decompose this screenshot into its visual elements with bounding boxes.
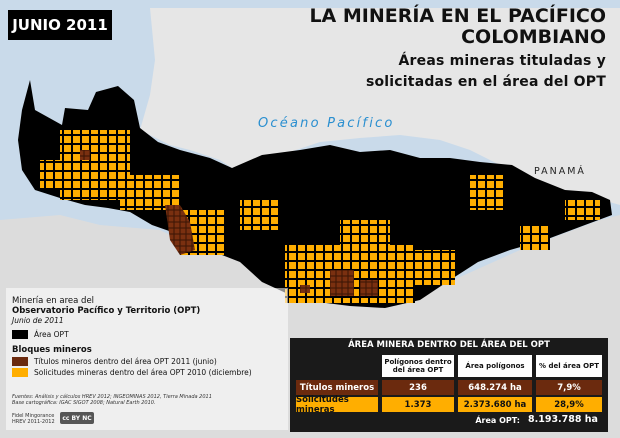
subtitle-line1: Áreas mineras tituladas y xyxy=(398,53,606,69)
row-requested-percent: 28,9% xyxy=(536,397,602,412)
credit-line1: Fidel Mingorance xyxy=(12,413,55,419)
author-credit: Fidel Mingorance HREV 2011-2012 xyxy=(12,413,55,425)
row-requested-area: 2.373.680 ha xyxy=(458,397,532,412)
legend-title-line2: Observatorio Pacífico y Territorio (OPT) xyxy=(12,306,201,316)
col-header-polygons: Polígonos dentro del área OPT xyxy=(382,355,454,377)
credit-line2: HREV 2011-2012 xyxy=(12,419,55,425)
total-opt-label: Área OPT: xyxy=(475,416,520,425)
ocean-label: Océano Pacífico xyxy=(258,116,395,131)
title-line1: LA MINERÍA EN EL PACÍFICO xyxy=(309,5,606,27)
map-title-block: LA MINERÍA EN EL PACÍFICO COLOMBIANO Áre… xyxy=(309,5,606,91)
total-opt-value: 8.193.788 ha xyxy=(528,414,598,425)
row-requested-polygons: 1.373 xyxy=(382,397,454,412)
legend-titled-label: Títulos mineros dentro del área OPT 2011… xyxy=(34,357,217,366)
table-title: ÁREA MINERA DENTRO DEL ÁREA DEL OPT xyxy=(348,340,550,350)
col-header-area: Área polígonos xyxy=(458,355,532,377)
legend-title-line1: Minería en area del xyxy=(12,296,95,306)
cc-license-badge: cc BY NC xyxy=(60,412,94,424)
sources-note: Fuentes: Análisis y cálculos HREV 2012; … xyxy=(12,394,302,406)
row-requested-label: Solicitudes mineras xyxy=(296,395,378,415)
subtitle-line2: solicitadas en el área del OPT xyxy=(365,74,606,90)
legend: Minería en area del Observatorio Pacífic… xyxy=(12,296,282,379)
opt-area xyxy=(18,80,612,308)
titled-swatch xyxy=(12,357,28,366)
row-titled-polygons: 236 xyxy=(382,380,454,395)
titled-areas xyxy=(80,150,378,296)
title-line2: COLOMBIANO xyxy=(461,26,606,48)
legend-blocks-heading: Bloques mineros xyxy=(12,345,92,355)
col-header-percent: % del área OPT xyxy=(536,355,602,377)
legend-item-titled: Títulos mineros dentro del área OPT 2011… xyxy=(12,357,282,366)
requested-swatch xyxy=(12,368,28,377)
sources-line2: Base cartográfica: IGAC SIGOT 2008; Natu… xyxy=(12,400,156,407)
date-badge: JUNIO 2011 xyxy=(8,10,112,40)
opt-swatch xyxy=(12,330,28,339)
legend-item-opt: Área OPT xyxy=(12,330,282,339)
row-titled-area: 648.274 ha xyxy=(458,380,532,395)
legend-subtitle: Junio de 2011 xyxy=(12,316,64,325)
legend-opt-label: Área OPT xyxy=(34,330,69,339)
legend-requested-label: Solicitudes mineras dentro del área OPT … xyxy=(34,368,252,377)
legend-item-requested: Solicitudes mineras dentro del área OPT … xyxy=(12,368,282,377)
row-titled-percent: 7,9% xyxy=(536,380,602,395)
mining-area-table: ÁREA MINERA DENTRO DEL ÁREA DEL OPT Polí… xyxy=(290,338,608,432)
sources-line1: Fuentes: Análisis y cálculos HREV 2012; … xyxy=(12,394,212,400)
row-titled-label: Títulos mineros xyxy=(296,380,378,395)
land-north xyxy=(140,8,620,205)
country-label: PANAMÁ xyxy=(534,166,586,177)
